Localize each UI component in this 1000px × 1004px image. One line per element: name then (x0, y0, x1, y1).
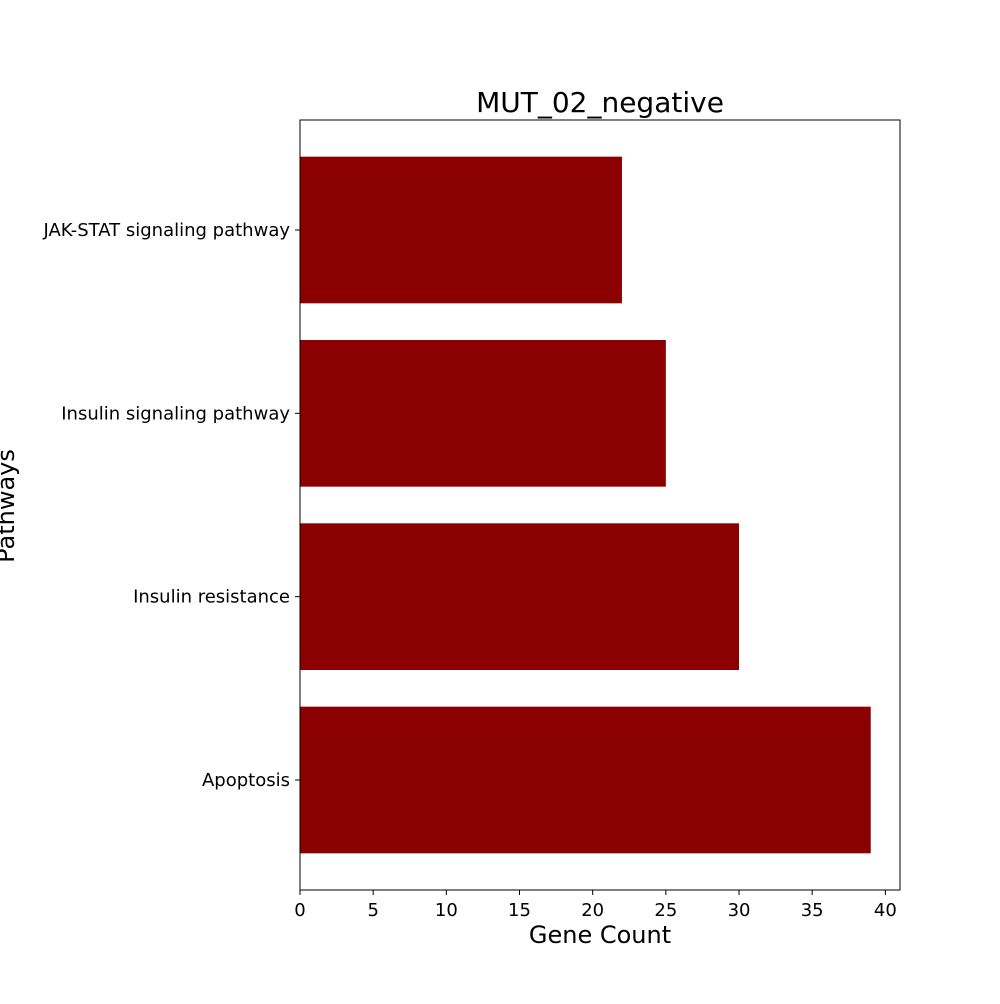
x-tick-label: 0 (294, 900, 305, 921)
x-tick-label: 10 (435, 900, 458, 921)
x-tick-label: 30 (728, 900, 751, 921)
x-axis-ticks: 0 5 10 15 20 25 30 35 40 (294, 890, 897, 921)
plot-frame (299, 119, 901, 891)
y-tick-label: JAK-STAT signaling pathway (43, 220, 291, 241)
y-axis-label: Pathways (0, 449, 20, 563)
bar-insulin-signaling-pathway (300, 340, 666, 487)
y-tick-label: Insulin resistance (133, 587, 290, 608)
x-tick-label: 15 (508, 900, 531, 921)
y-axis-ticks: Apoptosis Insulin resistance Insulin signa… (43, 220, 300, 791)
y-tick-label: Insulin signaling pathway (61, 403, 290, 424)
x-tick-label: 25 (654, 900, 677, 921)
x-tick-label: 5 (367, 900, 378, 921)
y-tick-label: Apoptosis (202, 770, 290, 791)
bars-layer (300, 156, 871, 854)
x-axis-label: Gene Count (529, 921, 671, 949)
x-tick-label: 35 (801, 900, 824, 921)
bar-apoptosis (300, 706, 871, 854)
bar-jak-stat-signaling-pathway (300, 156, 622, 304)
bar-insulin-resistance (300, 523, 740, 670)
x-tick-label: 20 (581, 900, 604, 921)
chart-title: MUT_02_negative (476, 86, 724, 119)
x-tick-label: 40 (874, 900, 897, 921)
